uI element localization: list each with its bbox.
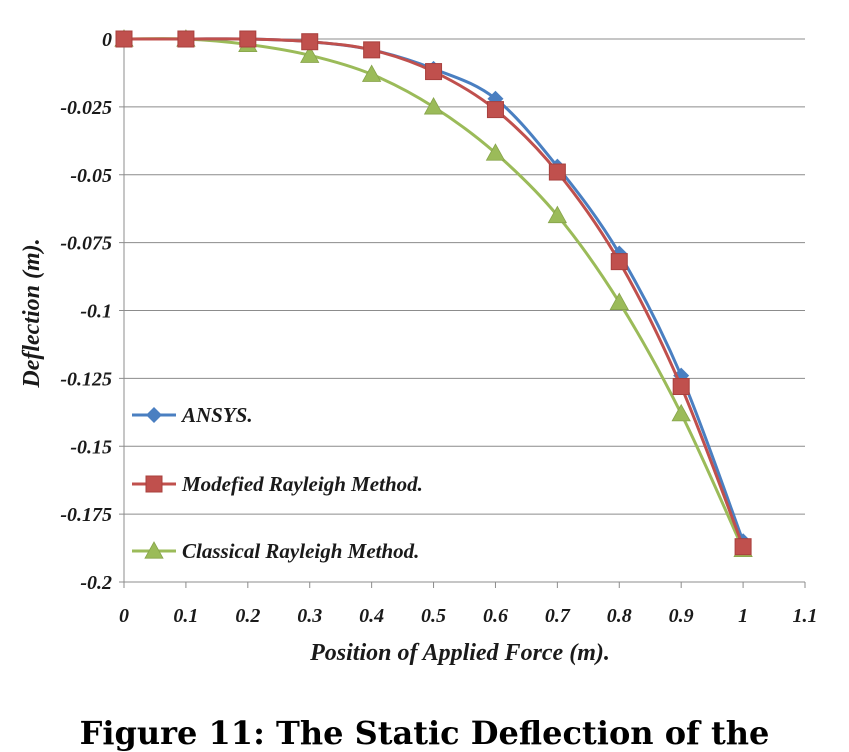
data-series bbox=[114, 29, 753, 558]
series-2-point bbox=[734, 538, 752, 556]
series-2-point bbox=[363, 41, 381, 59]
y-tick-label: -0.025 bbox=[60, 97, 112, 119]
x-tick-label: 0 bbox=[119, 605, 129, 627]
x-tick-label: 1 bbox=[738, 605, 748, 627]
y-tick-label: 0 bbox=[102, 29, 112, 51]
series-2-point bbox=[177, 30, 195, 48]
x-axis-title: Position of Applied Force (m). bbox=[309, 640, 610, 666]
legend-marker-1 bbox=[146, 407, 162, 423]
x-tick-label: 0.9 bbox=[669, 605, 694, 627]
y-tick-label: -0.05 bbox=[70, 165, 112, 187]
legend-label-2: Modefied Rayleigh Method. bbox=[181, 472, 423, 496]
y-tick-label: -0.2 bbox=[80, 572, 112, 594]
deflection-line-chart: 0 -0.025 -0.05 -0.075 -0.1 -0.125 -0.15 -0.175 -… bbox=[19, 29, 818, 666]
series-2-point bbox=[115, 30, 133, 48]
series-2-point bbox=[548, 163, 566, 181]
legend-label-1: ANSYS. bbox=[180, 403, 253, 427]
series-2-point bbox=[239, 30, 257, 48]
series-3-point bbox=[300, 45, 320, 63]
y-axis-title: Deflection (m). bbox=[19, 238, 45, 388]
series-line-2 bbox=[123, 37, 745, 548]
x-tick-label: 0.8 bbox=[607, 605, 632, 627]
y-tick-label: -0.1 bbox=[80, 301, 112, 323]
tick-labels: 0 -0.025 -0.05 -0.075 -0.1 -0.125 -0.15 -0.175 -… bbox=[60, 29, 817, 627]
series-3-point bbox=[423, 97, 444, 115]
figure-caption: Figure 11: The Static Deflection of the bbox=[79, 714, 770, 752]
axes bbox=[119, 38, 806, 588]
y-tick-label: -0.15 bbox=[70, 436, 112, 458]
y-tick-label: -0.125 bbox=[60, 368, 112, 390]
legend-label-3: Classical Rayleigh Method. bbox=[182, 539, 419, 563]
y-tick-label: -0.075 bbox=[60, 233, 112, 255]
x-tick-label: 0.5 bbox=[421, 605, 446, 627]
x-tick-label: 0.6 bbox=[483, 605, 508, 627]
series-2-point bbox=[301, 33, 319, 51]
grid-lines bbox=[124, 38, 805, 583]
series-2-point bbox=[425, 63, 443, 81]
series-2-point bbox=[672, 378, 690, 396]
legend-marker-3 bbox=[144, 541, 164, 559]
legend-marker-2 bbox=[145, 475, 163, 493]
series-3-point bbox=[361, 64, 382, 82]
x-tick-label: 0.4 bbox=[359, 605, 384, 627]
series-2-point bbox=[610, 253, 628, 271]
series-3-point bbox=[485, 143, 506, 161]
x-tick-label: 1.1 bbox=[793, 605, 818, 627]
x-tick-label: 0.2 bbox=[235, 605, 260, 627]
x-tick-label: 0.7 bbox=[545, 605, 571, 627]
x-tick-label: 0.3 bbox=[297, 605, 322, 627]
legend: ANSYS. Modefied Rayleigh Method. Classical… bbox=[132, 403, 423, 563]
series-3-point bbox=[547, 205, 568, 224]
y-tick-label: -0.175 bbox=[60, 504, 112, 526]
series-3-point bbox=[609, 292, 629, 310]
x-tick-label: 0.1 bbox=[173, 605, 198, 627]
series-2-point bbox=[486, 101, 504, 119]
series-3-point bbox=[671, 403, 691, 422]
